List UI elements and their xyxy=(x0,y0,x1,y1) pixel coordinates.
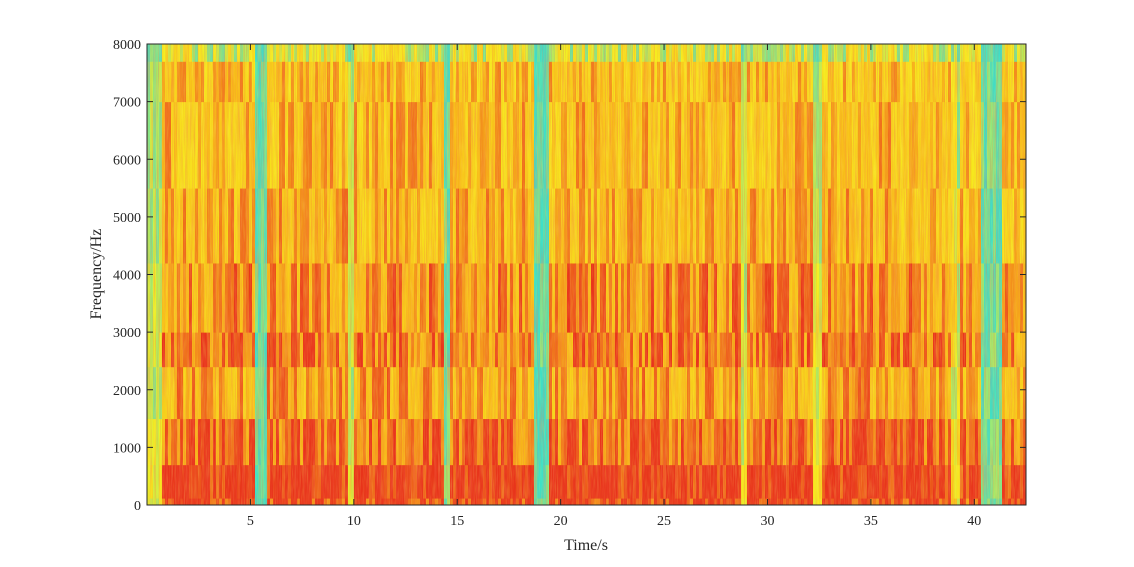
x-tick-label: 35 xyxy=(864,514,878,529)
x-tick-label: 25 xyxy=(657,514,671,529)
y-tick-label: 6000 xyxy=(113,153,141,168)
y-axis-ticks: 0 1000 2000 3000 4000 5000 6000 7000 8000 xyxy=(113,38,1026,514)
y-tick-label: 7000 xyxy=(113,96,141,111)
x-tick-label: 40 xyxy=(967,514,981,529)
x-axis-label: Time/s xyxy=(564,537,608,554)
texture-overlay-dark xyxy=(147,44,1026,505)
y-tick-label: 3000 xyxy=(113,326,141,341)
x-tick-label: 5 xyxy=(247,514,254,529)
x-tick-label: 15 xyxy=(450,514,464,529)
x-tick-label: 20 xyxy=(554,514,568,529)
y-axis-label: Frequency/Hz xyxy=(88,229,105,320)
y-tick-label: 5000 xyxy=(113,211,141,226)
x-axis-ticks: 5 10 15 20 25 30 35 40 xyxy=(247,44,981,529)
y-tick-label: 8000 xyxy=(113,38,141,53)
plot-area xyxy=(147,44,1026,505)
x-tick-label: 10 xyxy=(347,514,361,529)
y-tick-label: 0 xyxy=(134,499,141,514)
y-tick-label: 2000 xyxy=(113,384,141,399)
x-tick-label: 30 xyxy=(760,514,774,529)
y-tick-label: 4000 xyxy=(113,269,141,284)
y-tick-label: 1000 xyxy=(113,441,141,456)
